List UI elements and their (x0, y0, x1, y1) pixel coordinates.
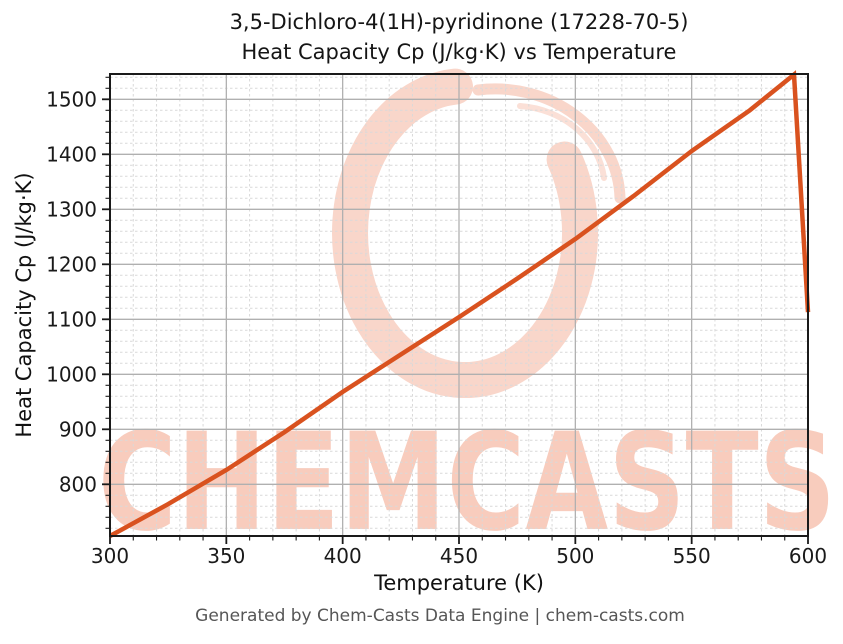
x-tick-label: 500 (556, 544, 594, 568)
chart-title-line2: Heat Capacity Cp (J/kg·K) vs Temperature (241, 40, 677, 64)
y-tick-label: 1500 (46, 87, 97, 111)
heat-capacity-curve (108, 70, 811, 538)
x-tick-label: 300 (91, 544, 129, 568)
chemcasts-logo-flick2-icon (517, 103, 607, 181)
data-series-group (108, 70, 811, 538)
footer-attribution: Generated by Chem-Casts Data Engine | ch… (195, 606, 685, 626)
watermark-group: CHEMCASTS (98, 68, 836, 561)
y-tick-label: 800 (59, 472, 97, 496)
chart-title: 3,5-Dichloro-4(1H)-pyridinone (17228-70-… (110, 7, 808, 67)
x-tick-label: 450 (440, 544, 478, 568)
y-tick-label: 1300 (46, 197, 97, 221)
y-axis-label: Heat Capacity Cp (J/kg·K) (12, 172, 36, 437)
chart-title-line1: 3,5-Dichloro-4(1H)-pyridinone (17228-70-… (229, 10, 689, 34)
y-tick-label: 900 (59, 417, 97, 441)
y-tick-label: 1400 (46, 142, 97, 166)
chemcasts-logo-watermark (332, 68, 598, 398)
chemcasts-text-watermark: CHEMCASTS (98, 404, 836, 561)
axis-tick-labels: 300 350 400 450 500 550 600 800 900 1000 1100 1200 1… (46, 87, 827, 568)
x-tick-label: 550 (673, 544, 711, 568)
y-tick-label: 1200 (46, 252, 97, 276)
x-tick-label: 350 (207, 544, 245, 568)
x-tick-label: 400 (324, 544, 362, 568)
x-tick-label: 600 (789, 544, 827, 568)
x-axis-label: Temperature (K) (373, 571, 544, 595)
major-gridlines (109, 74, 809, 536)
axis-ticks (102, 76, 809, 544)
y-tick-label: 1000 (46, 362, 97, 386)
y-tick-label: 1100 (46, 307, 97, 331)
